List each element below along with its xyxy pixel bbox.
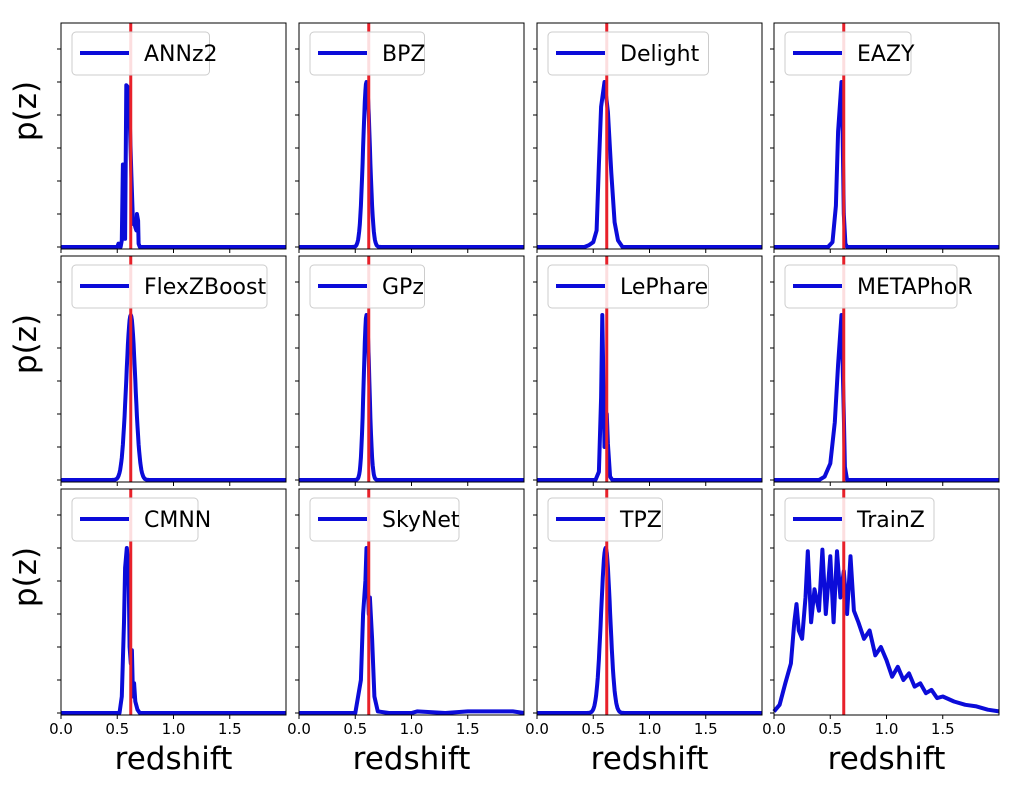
legend-label: METAPhoR — [857, 275, 973, 300]
pdf-curve — [299, 546, 525, 715]
x-tick-label: 0.0 — [762, 720, 786, 738]
legend-label: SkyNet — [382, 508, 460, 533]
legend: METAPhoR — [784, 264, 973, 309]
pdf-curve — [772, 547, 1000, 714]
legend-box — [71, 264, 268, 309]
pdf-curve — [774, 80, 999, 249]
x-axis-label: redshift — [115, 741, 233, 777]
x-axis-label: redshift — [353, 741, 471, 777]
legend-label: ANNz2 — [144, 42, 218, 67]
panels-group: ANNz2 p(z) BPZ Delight EAZY FlexZBoost p(z) GPz… — [8, 22, 1000, 777]
legend: ANNz2 — [71, 31, 218, 76]
axes-frame — [298, 488, 525, 716]
legend-box — [309, 497, 460, 542]
pdf-curve — [535, 546, 764, 715]
axes-frame — [60, 22, 287, 250]
legend-box — [547, 497, 663, 542]
panel-cmnn: 0.0 0.5 1.0 1.5 redshift CMNN p(z) — [8, 488, 287, 777]
legend-box — [784, 31, 912, 76]
axes-frame — [536, 255, 763, 483]
legend-label: Delight — [620, 42, 700, 67]
panel-lephare: LePhare — [533, 255, 763, 486]
panel-skynet: 0.0 0.5 1.0 1.5 redshift SkyNet — [287, 488, 525, 777]
legend-box — [784, 264, 958, 309]
pdf-curve — [537, 313, 762, 482]
axes-frame — [298, 22, 525, 250]
x-axis-label: redshift — [828, 741, 946, 777]
x-tick-label: 0.0 — [49, 720, 73, 738]
legend-box — [309, 31, 425, 76]
legend-box — [71, 31, 210, 76]
legend: GPz — [309, 264, 425, 309]
x-tick-label: 0.5 — [343, 720, 367, 738]
pdf-curve — [297, 80, 526, 249]
x-axis-label: redshift — [591, 741, 709, 777]
axes-frame — [60, 255, 287, 483]
legend-box — [309, 264, 425, 309]
x-tick-label: 0.0 — [525, 720, 549, 738]
legend: CMNN — [71, 497, 211, 542]
pdf-curve — [61, 83, 286, 249]
legend-label: GPz — [382, 275, 424, 300]
legend-label: CMNN — [144, 508, 211, 533]
panel-gpz: GPz — [295, 255, 526, 486]
axes-frame — [773, 22, 1000, 250]
panel-annz2: ANNz2 p(z) — [8, 22, 287, 253]
panel-tpz: 0.0 0.5 1.0 1.5 redshift TPZ — [525, 488, 764, 777]
legend-label: TPZ — [619, 508, 662, 533]
legend-label: LePhare — [620, 275, 708, 300]
legend: TrainZ — [784, 497, 935, 542]
legend-label: BPZ — [382, 42, 425, 67]
pdf-curve — [297, 313, 526, 482]
x-tick-label: 1.0 — [875, 720, 899, 738]
pdf-curve — [61, 546, 286, 715]
x-tick-label: 1.0 — [638, 720, 662, 738]
x-tick-label: 0.5 — [818, 720, 842, 738]
legend-label: FlexZBoost — [144, 275, 266, 300]
legend: BPZ — [309, 31, 425, 76]
panel-delight: Delight — [533, 22, 763, 253]
legend: SkyNet — [309, 497, 460, 542]
x-tick-label: 0.5 — [105, 720, 129, 738]
x-tick-label: 1.5 — [694, 720, 718, 738]
legend-box — [784, 497, 935, 542]
x-tick-label: 1.5 — [456, 720, 480, 738]
axes-frame — [773, 488, 1000, 716]
axes-frame — [536, 488, 763, 716]
x-tick-label: 0.0 — [287, 720, 311, 738]
legend: Delight — [547, 31, 709, 76]
x-tick-label: 1.0 — [400, 720, 424, 738]
axes-frame — [536, 22, 763, 250]
panel-bpz: BPZ — [295, 22, 526, 253]
axes-frame — [773, 255, 1000, 483]
x-tick-label: 1.5 — [931, 720, 955, 738]
y-axis-label: p(z) — [8, 547, 44, 607]
legend: LePhare — [547, 264, 709, 309]
legend-box — [71, 497, 199, 542]
panel-trainz: 0.0 0.5 1.0 1.5 redshift TrainZ — [762, 488, 1000, 777]
pdf-curve — [59, 313, 288, 482]
y-axis-label: p(z) — [8, 314, 44, 374]
legend: TPZ — [547, 497, 663, 542]
axes-frame — [298, 255, 525, 483]
x-tick-label: 0.5 — [581, 720, 605, 738]
legend-label: EAZY — [857, 42, 915, 67]
legend: FlexZBoost — [71, 264, 268, 309]
legend-box — [547, 31, 709, 76]
y-axis-label: p(z) — [8, 81, 44, 141]
legend-label: TrainZ — [856, 508, 925, 533]
x-tick-label: 1.5 — [218, 720, 242, 738]
panel-eazy: EAZY — [770, 22, 1000, 253]
x-tick-label: 1.0 — [162, 720, 186, 738]
legend-box — [547, 264, 709, 309]
panel-flexzboost: FlexZBoost p(z) — [8, 255, 288, 486]
pdf-curve — [774, 313, 999, 482]
legend: EAZY — [784, 31, 915, 76]
axes-frame — [60, 488, 287, 716]
pdf-curve — [537, 80, 762, 249]
panel-metaphor: METAPhoR — [770, 255, 1000, 486]
